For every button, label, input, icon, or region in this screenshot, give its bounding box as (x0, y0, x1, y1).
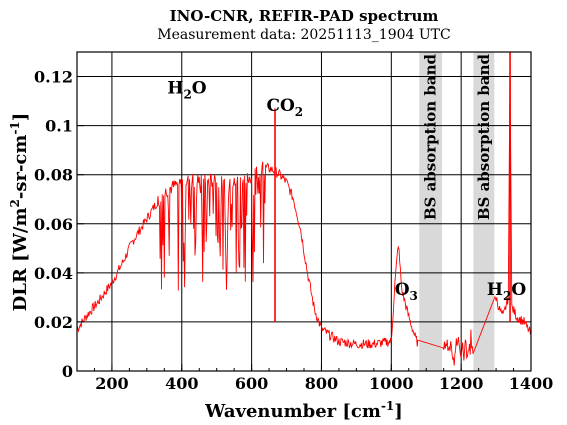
annotation-1: CO2 (266, 96, 303, 119)
shaded-bands: BS absorption band BS absorption band (419, 52, 495, 371)
x-tick-label: 1000 (369, 374, 414, 393)
annotation-2: O3 (395, 280, 418, 303)
y-tick-label: 0.06 (34, 215, 73, 234)
x-tick-label: 200 (95, 374, 128, 393)
x-tick-label: 800 (305, 374, 338, 393)
grid (77, 52, 531, 371)
band-label-0: BS absorption band (422, 54, 440, 221)
annotations: H2O CO2 O3 H2O (167, 79, 526, 303)
y-tick-label: 0.12 (34, 68, 73, 87)
x-tick-label: 400 (165, 374, 198, 393)
band-label-1: BS absorption band (475, 54, 493, 221)
x-tick-label: 600 (235, 374, 268, 393)
chart-subtitle: Measurement data: 20251113_1904 UTC (157, 27, 450, 43)
y-tick-label: 0.04 (34, 264, 73, 283)
shaded-band-1 (473, 52, 495, 371)
series-line-0 (76, 56, 532, 366)
chart-title: INO-CNR, REFIR-PAD spectrum (170, 7, 439, 25)
y-tick-label: 0.1 (45, 117, 73, 136)
x-axis-label: Wavenumber [cm-1] (204, 399, 403, 422)
y-tick-label: 0 (62, 362, 73, 381)
y-tick-label: 0.08 (34, 166, 73, 185)
y-axis-label: DLR [W/m2-sr-cm-1] (8, 113, 31, 312)
shaded-band-0 (419, 52, 442, 371)
y-tick-label: 0.02 (34, 313, 73, 332)
plot-frame (76, 51, 532, 372)
ticks: 200 400 600 800 1000 1200 1400 0 0.02 0.04 0.06 0.0… (34, 68, 553, 393)
series-layer (76, 52, 532, 366)
x-tick-label: 1200 (439, 374, 484, 393)
x-tick-label: 1400 (509, 374, 554, 393)
annotation-3: H2O (487, 280, 526, 303)
annotation-0: H2O (167, 79, 206, 102)
